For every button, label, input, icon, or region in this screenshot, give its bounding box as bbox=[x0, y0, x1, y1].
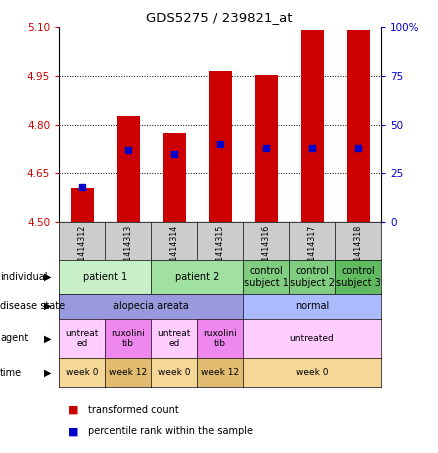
Bar bbox=[117, 116, 140, 222]
Text: GSM1414315: GSM1414315 bbox=[215, 225, 225, 279]
Bar bbox=[162, 133, 186, 222]
Text: ■: ■ bbox=[68, 405, 78, 415]
Text: patient 1: patient 1 bbox=[83, 272, 127, 282]
Text: normal: normal bbox=[295, 301, 329, 311]
Text: ■: ■ bbox=[68, 426, 78, 436]
Text: GSM1414316: GSM1414316 bbox=[261, 225, 271, 278]
Text: ▶: ▶ bbox=[44, 301, 52, 311]
Bar bbox=[300, 30, 324, 222]
Text: disease state: disease state bbox=[0, 301, 65, 311]
Text: ruxolini
tib: ruxolini tib bbox=[111, 329, 145, 348]
Text: untreat
ed: untreat ed bbox=[157, 329, 191, 348]
Text: untreat
ed: untreat ed bbox=[65, 329, 99, 348]
Text: GSM1414312: GSM1414312 bbox=[78, 225, 87, 279]
Text: control
subject 2: control subject 2 bbox=[290, 266, 335, 288]
Text: GSM1414317: GSM1414317 bbox=[307, 225, 317, 279]
Text: individual: individual bbox=[0, 272, 47, 282]
Text: control
subject 3: control subject 3 bbox=[336, 266, 381, 288]
Text: alopecia areata: alopecia areata bbox=[113, 301, 189, 311]
Text: ▶: ▶ bbox=[44, 272, 52, 282]
Text: ▶: ▶ bbox=[44, 367, 52, 378]
Text: ruxolini
tib: ruxolini tib bbox=[203, 329, 237, 348]
Text: week 0: week 0 bbox=[296, 368, 328, 377]
Text: ▶: ▶ bbox=[44, 333, 52, 343]
Text: agent: agent bbox=[0, 333, 28, 343]
Bar bbox=[346, 30, 370, 222]
Text: GSM1414313: GSM1414313 bbox=[124, 225, 133, 278]
Text: GDS5275 / 239821_at: GDS5275 / 239821_at bbox=[146, 11, 292, 24]
Text: time: time bbox=[0, 367, 22, 378]
Text: week 0: week 0 bbox=[158, 368, 191, 377]
Text: untreated: untreated bbox=[290, 334, 335, 343]
Bar bbox=[254, 75, 278, 222]
Text: week 12: week 12 bbox=[201, 368, 239, 377]
Text: control
subject 1: control subject 1 bbox=[244, 266, 289, 288]
Text: transformed count: transformed count bbox=[88, 405, 178, 415]
Text: week 0: week 0 bbox=[66, 368, 99, 377]
Text: patient 2: patient 2 bbox=[175, 272, 219, 282]
Text: GSM1414314: GSM1414314 bbox=[170, 225, 179, 278]
Text: week 12: week 12 bbox=[109, 368, 147, 377]
Bar bbox=[71, 188, 94, 222]
Bar bbox=[208, 71, 232, 222]
Text: percentile rank within the sample: percentile rank within the sample bbox=[88, 426, 253, 436]
Text: GSM1414318: GSM1414318 bbox=[353, 225, 363, 278]
